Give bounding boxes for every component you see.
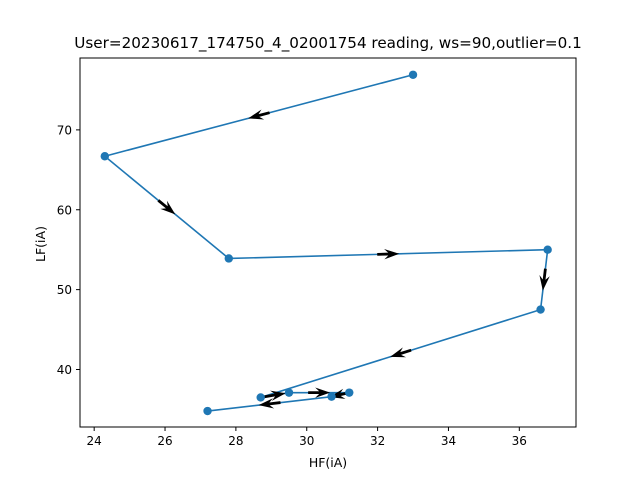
data-point: [256, 393, 265, 402]
data-point: [203, 406, 212, 416]
data-point: [224, 254, 233, 263]
x-tick-label: 34: [441, 434, 456, 448]
x-tick-label: 26: [157, 434, 172, 448]
data-point: [284, 388, 294, 397]
data-point: [536, 305, 545, 314]
y-tick-label: 60: [57, 203, 72, 217]
data-point: [543, 245, 552, 254]
x-tick-label: 24: [87, 434, 102, 448]
data-point: [100, 152, 110, 161]
x-tick-label: 36: [512, 434, 527, 448]
x-tick-label: 32: [370, 434, 385, 448]
y-tick-label: 50: [57, 283, 72, 297]
y-axis-ticks: 40 50 60 70: [57, 123, 80, 377]
x-tick-label: 28: [228, 434, 243, 448]
data-point: [345, 388, 354, 397]
data-point: [327, 392, 336, 401]
chart-title: User=20230617_174750_4_02001754 reading,…: [74, 34, 582, 53]
direction-arrow: [263, 390, 286, 401]
data-point: [408, 70, 418, 79]
direction-arrow: [157, 199, 176, 215]
y-tick-label: 40: [57, 363, 72, 377]
x-axis-label: HF(iA): [309, 455, 347, 470]
direction-arrow: [248, 109, 270, 120]
y-axis-label: LF(iA): [33, 226, 48, 262]
y-tick-label: 70: [57, 123, 72, 137]
x-axis-ticks: 24 26 28 30 32 34 36: [87, 427, 527, 448]
x-tick-label: 30: [299, 434, 314, 448]
plot-area: [100, 70, 552, 416]
direction-arrow: [539, 268, 550, 291]
direction-arrow: [258, 398, 281, 409]
direction-arrow: [390, 347, 412, 358]
direction-arrow: [308, 387, 331, 398]
axes-frame: [79, 57, 577, 428]
direction-arrow: [377, 248, 400, 260]
